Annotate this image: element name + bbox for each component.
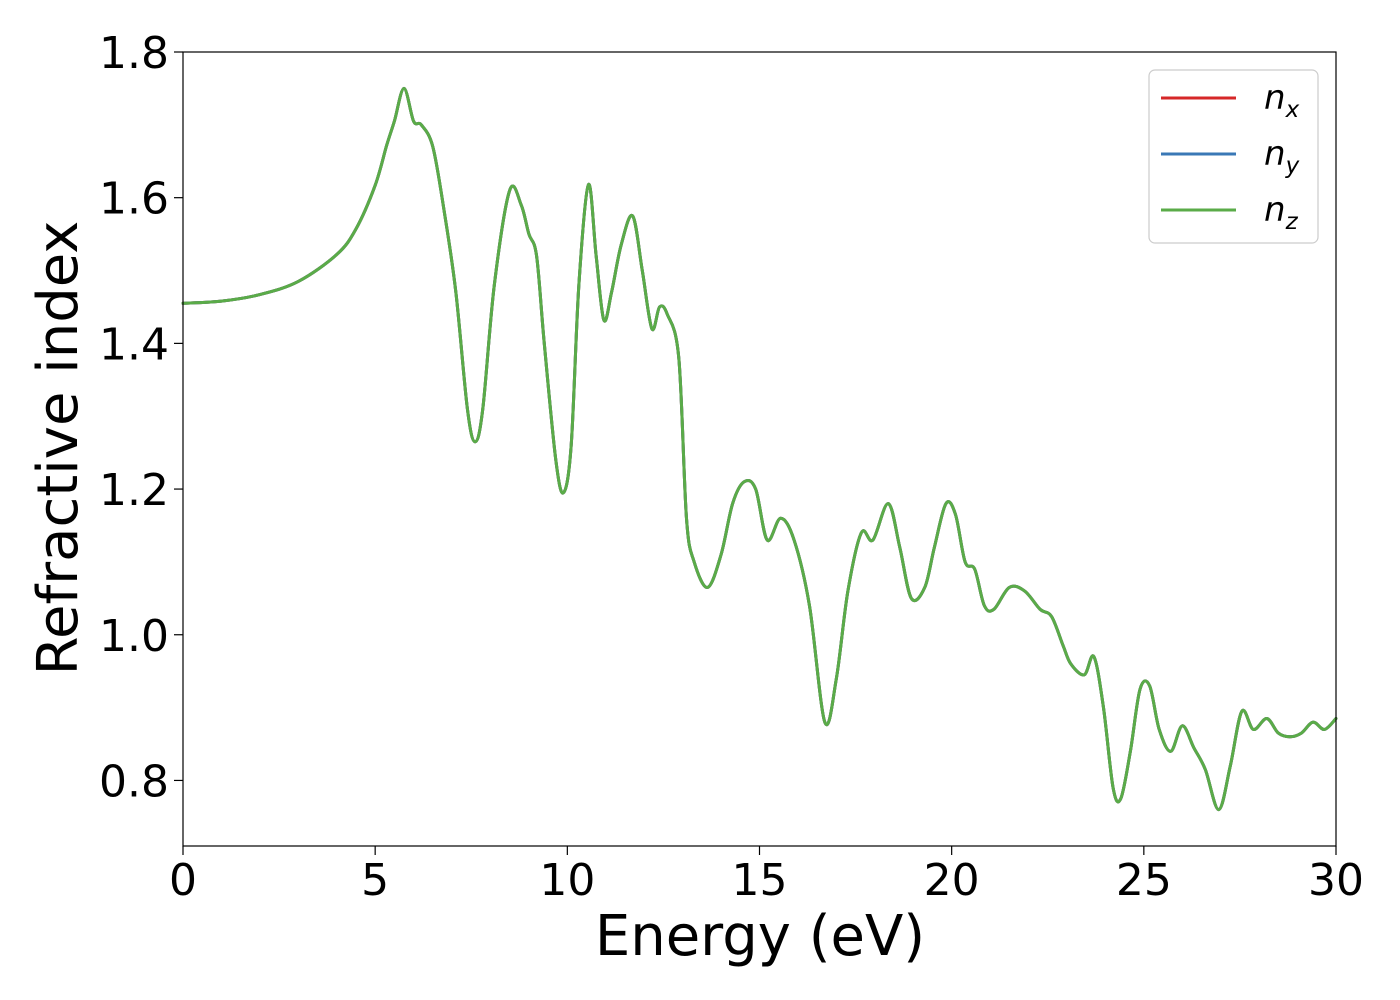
series-line-z — [181, 86, 1338, 812]
y-tick-label: 1.2 — [99, 465, 169, 516]
y-axis-label: Refractive index — [26, 221, 91, 676]
y-tick-label: 1.4 — [99, 319, 169, 370]
y-tick-label: 1.6 — [99, 174, 169, 225]
x-tick-label: 25 — [1116, 855, 1172, 906]
y-tick-label: 1.8 — [99, 28, 169, 79]
x-tick-label: 5 — [361, 855, 389, 906]
y-tick-label: 1.0 — [99, 611, 169, 662]
legend-box — [1148, 69, 1319, 244]
x-axis-label: Energy (eV) — [595, 904, 925, 969]
y-tick-label: 0.8 — [99, 756, 169, 807]
x-tick-label: 15 — [732, 855, 788, 906]
x-axis-ticks: 0 5 10 15 20 25 30 — [169, 846, 1364, 906]
plot-area — [181, 51, 1338, 847]
y-axis-ticks: 0.8 1.0 1.2 1.4 1.6 1.8 — [99, 28, 183, 807]
x-tick-label: 0 — [169, 855, 197, 906]
x-tick-label: 30 — [1308, 855, 1364, 906]
series-layer — [181, 86, 1338, 812]
x-tick-label: 20 — [924, 855, 980, 906]
x-tick-label: 10 — [539, 855, 595, 906]
